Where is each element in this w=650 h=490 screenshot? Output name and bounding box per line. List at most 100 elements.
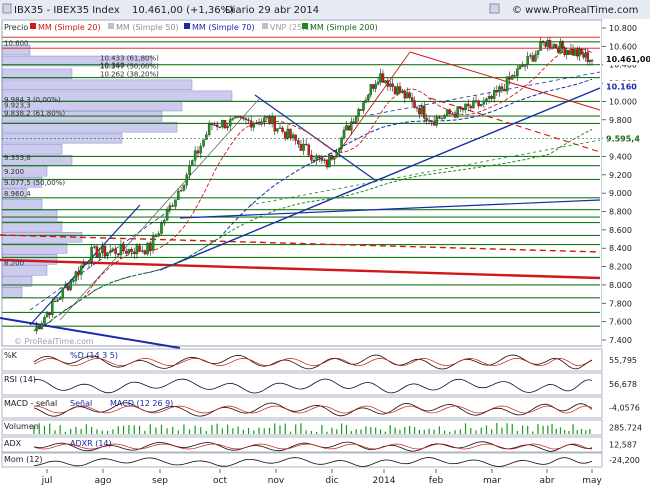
- candle-body: [242, 117, 245, 119]
- candle-body: [388, 83, 392, 87]
- indicator-signal-line: [33, 358, 593, 366]
- indicator-legend: MACD (12 26 9): [110, 399, 173, 408]
- candle-body: [559, 41, 562, 53]
- y-tick-label: 8.400: [609, 244, 632, 253]
- candle-body: [573, 49, 577, 56]
- candle-body: [124, 250, 128, 254]
- candle-body: [273, 116, 276, 132]
- indicator-name: MACD - señal: [4, 399, 57, 408]
- candle-body: [143, 250, 147, 255]
- candle-body: [371, 84, 375, 89]
- candle-body: [210, 123, 214, 126]
- candle-body: [386, 80, 390, 87]
- date-label: 29 abr 2014: [258, 5, 319, 16]
- price-axis: 10.80010.60010.40010.20010.0009.8009.600…: [602, 20, 650, 346]
- candle-body: [554, 44, 558, 49]
- candle-body: [364, 99, 368, 103]
- candle-body: [79, 265, 83, 275]
- candle-body: [218, 126, 222, 128]
- candle-body: [445, 109, 449, 116]
- candle-body: [563, 47, 566, 55]
- candle-body: [132, 251, 136, 255]
- candle-body: [168, 205, 172, 210]
- candle-body: [528, 55, 532, 57]
- candle-body: [191, 160, 194, 166]
- candle-body: [146, 242, 149, 255]
- symbol-title: IBX35 - IBEX35 Index: [14, 5, 120, 16]
- candle-body: [503, 88, 506, 92]
- candle-body: [205, 134, 208, 140]
- candle-body: [479, 103, 483, 107]
- candle-body: [299, 143, 303, 151]
- close-icon[interactable]: [489, 3, 500, 14]
- candle-body: [98, 252, 101, 258]
- candle-body: [93, 246, 96, 248]
- indicator-name: Volumen: [4, 422, 39, 431]
- indicator-panel: [1, 419, 603, 436]
- candle-body: [174, 199, 177, 207]
- indicator-value: -4,0576: [609, 404, 640, 413]
- level-label: 10.433 (61,80%): [100, 55, 159, 63]
- candle-body: [312, 160, 316, 162]
- candle-body: [464, 103, 467, 111]
- candle-body: [291, 134, 295, 139]
- candle-body: [498, 86, 501, 93]
- candle-body: [350, 121, 353, 131]
- candle-body: [157, 233, 160, 237]
- indicator-legend: Señal: [70, 399, 92, 408]
- candle-body: [526, 56, 529, 65]
- candle-body: [485, 98, 488, 101]
- indicator-value: 55,795: [609, 356, 637, 365]
- candle-body: [435, 116, 438, 126]
- candle-body: [151, 236, 155, 251]
- candle-body: [223, 120, 227, 129]
- indicator-name: ADX: [4, 439, 22, 448]
- y-tick-label: 8.200: [609, 263, 632, 272]
- x-tick-label: 2014: [373, 476, 396, 486]
- candle-body: [425, 118, 428, 121]
- candle-body: [466, 103, 470, 107]
- candle-body: [544, 42, 547, 47]
- candle-body: [448, 109, 452, 114]
- candle-body: [66, 285, 70, 291]
- candle-body: [546, 40, 550, 47]
- horizontal-levels: [2, 36, 600, 327]
- candle-body: [122, 244, 125, 252]
- candle-body: [263, 117, 266, 122]
- candle-body: [325, 159, 329, 168]
- legend-mm20: MM (Simple 20): [38, 23, 101, 32]
- candle-body: [37, 326, 41, 329]
- candle-body: [393, 86, 397, 95]
- menu-icon[interactable]: [2, 3, 12, 14]
- indicator-panel: [1, 372, 603, 396]
- trendline: [369, 71, 601, 116]
- indicator-line: [33, 402, 593, 417]
- profile-bar: [1, 243, 68, 254]
- candle-body: [114, 248, 117, 254]
- candle-body: [101, 245, 104, 254]
- candle-body: [384, 80, 387, 83]
- candle-body: [500, 86, 504, 90]
- candle-body: [590, 60, 594, 62]
- profile-bar: [1, 221, 63, 232]
- candle-body: [333, 156, 336, 160]
- candle-body: [487, 96, 491, 99]
- candle-body: [177, 191, 180, 200]
- y-tick-label: 8.600: [609, 226, 632, 235]
- candle-body: [234, 116, 237, 119]
- candle-body: [188, 165, 191, 175]
- profile-bar: [1, 55, 153, 67]
- candle-body: [398, 86, 402, 93]
- watermark: © ProRealTime.com: [14, 337, 94, 346]
- candle-body: [335, 152, 338, 158]
- profile-bar: [1, 198, 43, 210]
- x-tick-label: mar: [483, 476, 501, 486]
- candle-body: [518, 65, 522, 69]
- candle-body: [423, 105, 426, 119]
- legend-mm200: MM (Simple 200): [310, 23, 378, 32]
- candle-body: [160, 223, 163, 234]
- candle-body: [586, 52, 590, 62]
- profile-bar: [1, 79, 193, 91]
- trendline: [159, 87, 601, 271]
